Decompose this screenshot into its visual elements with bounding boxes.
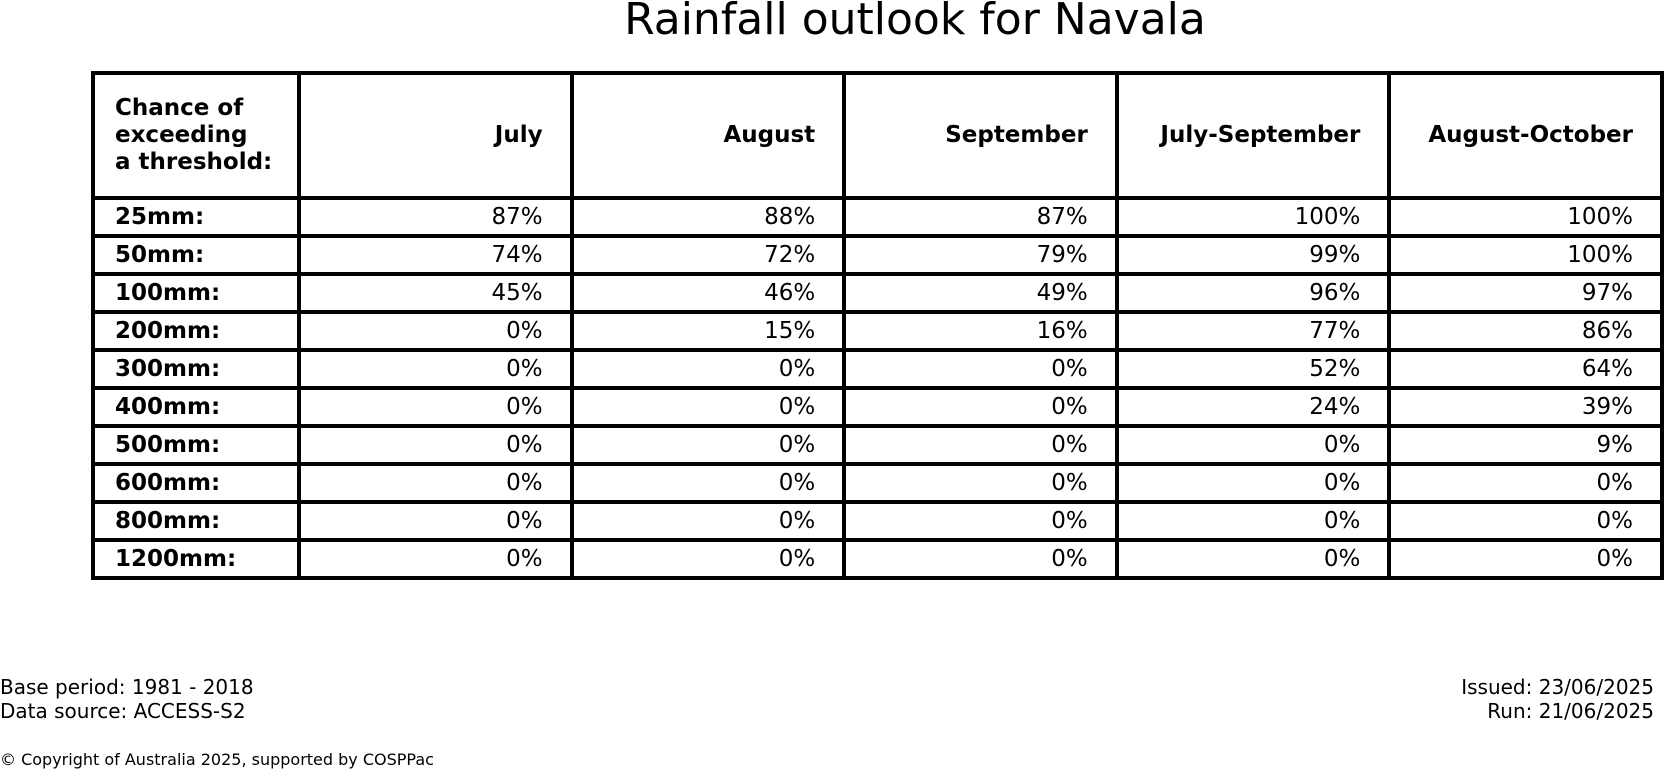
chart-title: Rainfall outlook for Navala bbox=[624, 0, 1206, 45]
probability-cell: 0% bbox=[569, 500, 847, 542]
probability-cell: 0% bbox=[1387, 462, 1664, 504]
probability-cell: 100% bbox=[1114, 196, 1392, 238]
table-body: 25mm: 87% 88% 87% 100% 100% 50mm: 74% 72% 79% 99% 1… bbox=[91, 196, 1664, 580]
footer-left: Base period: 1981 - 2018 Data source: AC… bbox=[0, 675, 254, 723]
table-row: 300mm: 0% 0% 0% 52% 64% bbox=[91, 348, 1664, 390]
threshold-label: 800mm: bbox=[91, 500, 301, 542]
footer-right: Issued: 23/06/2025 Run: 21/06/2025 bbox=[1461, 675, 1654, 723]
probability-cell: 0% bbox=[1387, 500, 1664, 542]
probability-cell: 0% bbox=[842, 500, 1119, 542]
probability-cell: 0% bbox=[297, 348, 574, 390]
probability-cell: 99% bbox=[1114, 234, 1392, 276]
table-header-row: Chance of exceeding a threshold: July Aug… bbox=[91, 71, 1664, 200]
threshold-label: 600mm: bbox=[91, 462, 301, 504]
table-row: 50mm: 74% 72% 79% 99% 100% bbox=[91, 234, 1664, 276]
probability-cell: 49% bbox=[842, 272, 1119, 314]
column-header: July bbox=[297, 71, 574, 200]
probability-cell: 0% bbox=[297, 538, 574, 580]
issued-date: Issued: 23/06/2025 bbox=[1461, 675, 1654, 699]
probability-cell: 0% bbox=[297, 424, 574, 466]
probability-cell: 0% bbox=[1114, 538, 1392, 580]
column-header: July-September bbox=[1114, 71, 1392, 200]
threshold-label: 500mm: bbox=[91, 424, 301, 466]
table-row: 1200mm: 0% 0% 0% 0% 0% bbox=[91, 538, 1664, 580]
probability-cell: 0% bbox=[569, 348, 847, 390]
probability-cell: 96% bbox=[1114, 272, 1392, 314]
table-row: 500mm: 0% 0% 0% 0% 9% bbox=[91, 424, 1664, 466]
table-row: 800mm: 0% 0% 0% 0% 0% bbox=[91, 500, 1664, 542]
probability-cell: 87% bbox=[842, 196, 1119, 238]
table-row: 25mm: 87% 88% 87% 100% 100% bbox=[91, 196, 1664, 238]
copyright-notice: © Copyright of Australia 2025, supported… bbox=[0, 750, 434, 769]
run-date: Run: 21/06/2025 bbox=[1487, 699, 1654, 723]
probability-cell: 9% bbox=[1387, 424, 1664, 466]
probability-cell: 74% bbox=[297, 234, 574, 276]
probability-cell: 0% bbox=[297, 310, 574, 352]
probability-cell: 52% bbox=[1114, 348, 1392, 390]
data-source: Data source: ACCESS-S2 bbox=[0, 699, 246, 723]
threshold-label: 400mm: bbox=[91, 386, 301, 428]
probability-cell: 77% bbox=[1114, 310, 1392, 352]
probability-cell: 86% bbox=[1387, 310, 1664, 352]
probability-cell: 24% bbox=[1114, 386, 1392, 428]
probability-cell: 0% bbox=[842, 538, 1119, 580]
probability-cell: 64% bbox=[1387, 348, 1664, 390]
corner-header-line: Chance of bbox=[115, 95, 244, 121]
column-header: August bbox=[569, 71, 847, 200]
threshold-label: 100mm: bbox=[91, 272, 301, 314]
probability-cell: 46% bbox=[569, 272, 847, 314]
base-period: Base period: 1981 - 2018 bbox=[0, 675, 254, 699]
probability-cell: 0% bbox=[842, 348, 1119, 390]
table-row: 200mm: 0% 15% 16% 77% 86% bbox=[91, 310, 1664, 352]
probability-cell: 100% bbox=[1387, 234, 1664, 276]
probability-cell: 45% bbox=[297, 272, 574, 314]
table-row: 600mm: 0% 0% 0% 0% 0% bbox=[91, 462, 1664, 504]
probability-cell: 15% bbox=[569, 310, 847, 352]
column-header: August-October bbox=[1387, 71, 1664, 200]
table-row: 400mm: 0% 0% 0% 24% 39% bbox=[91, 386, 1664, 428]
corner-header-line: a threshold: bbox=[115, 149, 273, 175]
rainfall-outlook-table: Chance of exceeding a threshold: July Aug… bbox=[91, 71, 1664, 580]
corner-header: Chance of exceeding a threshold: bbox=[91, 71, 301, 200]
probability-cell: 0% bbox=[842, 386, 1119, 428]
probability-cell: 16% bbox=[842, 310, 1119, 352]
probability-cell: 0% bbox=[1114, 424, 1392, 466]
threshold-label: 25mm: bbox=[91, 196, 301, 238]
probability-cell: 0% bbox=[1387, 538, 1664, 580]
probability-cell: 0% bbox=[297, 462, 574, 504]
probability-cell: 39% bbox=[1387, 386, 1664, 428]
probability-cell: 0% bbox=[569, 424, 847, 466]
probability-cell: 0% bbox=[1114, 462, 1392, 504]
probability-cell: 0% bbox=[842, 462, 1119, 504]
threshold-label: 1200mm: bbox=[91, 538, 301, 580]
threshold-label: 300mm: bbox=[91, 348, 301, 390]
threshold-label: 50mm: bbox=[91, 234, 301, 276]
corner-header-line: exceeding bbox=[115, 122, 248, 148]
column-header: September bbox=[842, 71, 1119, 200]
probability-cell: 0% bbox=[297, 500, 574, 542]
probability-cell: 97% bbox=[1387, 272, 1664, 314]
probability-cell: 79% bbox=[842, 234, 1119, 276]
probability-cell: 0% bbox=[569, 538, 847, 580]
threshold-label: 200mm: bbox=[91, 310, 301, 352]
probability-cell: 0% bbox=[569, 386, 847, 428]
probability-cell: 0% bbox=[297, 386, 574, 428]
probability-cell: 72% bbox=[569, 234, 847, 276]
table-row: 100mm: 45% 46% 49% 96% 97% bbox=[91, 272, 1664, 314]
probability-cell: 100% bbox=[1387, 196, 1664, 238]
probability-cell: 88% bbox=[569, 196, 847, 238]
probability-cell: 0% bbox=[569, 462, 847, 504]
probability-cell: 0% bbox=[1114, 500, 1392, 542]
probability-cell: 0% bbox=[842, 424, 1119, 466]
probability-cell: 87% bbox=[297, 196, 574, 238]
